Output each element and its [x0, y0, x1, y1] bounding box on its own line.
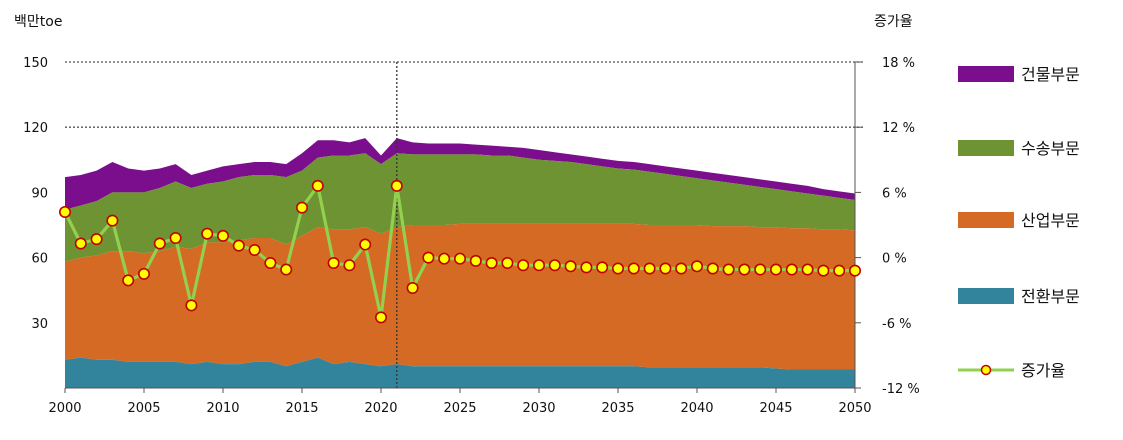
- x-tick-label: 2010: [206, 401, 239, 416]
- y-left-tick-label: 150: [23, 56, 48, 71]
- growth-rate-point: [754, 263, 767, 276]
- growth-rate-point: [596, 261, 609, 274]
- growth-rate-point: [564, 260, 577, 273]
- y-right-tick-label: 18 %: [882, 56, 915, 71]
- y-left-tick-label: 30: [31, 317, 48, 332]
- y-right-tick-label: -6 %: [882, 317, 911, 332]
- growth-rate-point: [659, 262, 672, 275]
- growth-rate-point: [722, 263, 735, 276]
- legend-label: 수송부문: [1021, 139, 1080, 158]
- growth-rate-point: [185, 299, 198, 312]
- legend-label: 산업부문: [1021, 211, 1080, 230]
- growth-rate-point: [169, 232, 182, 245]
- legend-label: 건물부문: [1021, 65, 1080, 84]
- growth-rate-point: [453, 252, 466, 265]
- gridlines: [65, 61, 863, 128]
- growth-rate-point: [343, 259, 356, 272]
- y-right-tick-label: 0 %: [882, 252, 907, 267]
- x-tick-label: 2050: [838, 401, 871, 416]
- axes: 150 120 90 60 30 18 % 12 % 6 % 0 % -6 % -12 % 2000 2…: [23, 56, 920, 416]
- y-left-tick-label: 120: [23, 121, 48, 136]
- legend-swatch-건물부문: [958, 66, 1014, 82]
- stacked-areas: [65, 138, 855, 388]
- growth-rate-point: [106, 214, 119, 227]
- growth-rate-point: [201, 227, 214, 240]
- growth-rate-point: [848, 264, 861, 277]
- growth-rate-point: [153, 237, 166, 250]
- growth-rate-point: [548, 259, 561, 272]
- growth-rate-point: [643, 262, 656, 275]
- growth-rate-point: [74, 237, 87, 250]
- area-수송부문: [65, 153, 855, 262]
- growth-rate-point: [627, 262, 640, 275]
- legend-swatch-수송부문: [958, 140, 1014, 156]
- x-tick-label: 2015: [285, 401, 318, 416]
- x-tick-label: 2030: [522, 401, 555, 416]
- growth-rate-point: [580, 261, 593, 274]
- growth-rate-point: [217, 229, 230, 242]
- y-right-tick-label: -12 %: [882, 382, 920, 397]
- growth-rate-point: [532, 259, 545, 272]
- area-산업부문: [65, 223, 855, 370]
- growth-rate-point: [374, 311, 387, 324]
- growth-rate-point: [390, 179, 403, 192]
- area-전환부문: [65, 357, 855, 388]
- y-right-tick-label: 6 %: [882, 186, 907, 201]
- growth-rate-point: [122, 274, 135, 287]
- growth-rate-series: [58, 179, 861, 324]
- x-tick-label: 2000: [48, 401, 81, 416]
- growth-rate-point: [675, 262, 688, 275]
- growth-rate-point: [706, 262, 719, 275]
- legend-marker-증가율: [980, 364, 992, 376]
- y-left-tick-label: 90: [31, 186, 48, 201]
- growth-rate-point: [359, 238, 372, 251]
- y-right-tick-label: 12 %: [882, 121, 915, 136]
- y-left-tick-label: 60: [31, 252, 48, 267]
- growth-rate-point: [327, 257, 340, 270]
- growth-rate-point: [801, 263, 814, 276]
- x-tick-label: 2020: [364, 401, 397, 416]
- legend-label: 전환부문: [1021, 287, 1080, 306]
- growth-rate-point: [138, 267, 151, 280]
- area-건물부문: [65, 138, 855, 210]
- growth-rate-point: [406, 282, 419, 295]
- growth-rate-point: [769, 263, 782, 276]
- growth-rate-point: [690, 260, 703, 273]
- growth-rate-point: [785, 263, 798, 276]
- x-tick-label: 2005: [127, 401, 160, 416]
- x-tick-label: 2025: [443, 401, 476, 416]
- y-left-axis-title: 백만toe: [14, 14, 62, 30]
- growth-rate-point: [817, 264, 830, 277]
- growth-rate-point: [311, 179, 324, 192]
- legend-swatch-산업부문: [958, 212, 1014, 228]
- x-tick-label: 2045: [759, 401, 792, 416]
- growth-rate-point: [833, 264, 846, 277]
- growth-rate-point: [438, 252, 451, 265]
- growth-rate-point: [232, 239, 245, 252]
- x-tick-label: 2035: [601, 401, 634, 416]
- growth-rate-point: [517, 259, 530, 272]
- growth-rate-point: [58, 205, 71, 218]
- legend-swatch-전환부문: [958, 288, 1014, 304]
- x-tick-label: 2040: [680, 401, 713, 416]
- growth-rate-point: [501, 257, 514, 270]
- growth-rate-point: [422, 251, 435, 264]
- growth-rate-point: [248, 243, 261, 256]
- growth-rate-point: [90, 233, 103, 246]
- y-right-axis-title: 증가율: [874, 14, 913, 30]
- growth-rate-point: [738, 263, 751, 276]
- growth-rate-point: [469, 254, 482, 267]
- growth-rate-point: [611, 262, 624, 275]
- growth-rate-point: [264, 257, 277, 270]
- growth-rate-point: [295, 201, 308, 214]
- legend-label: 증가율: [1021, 361, 1065, 380]
- growth-rate-point: [485, 257, 498, 270]
- growth-rate-point: [280, 263, 293, 276]
